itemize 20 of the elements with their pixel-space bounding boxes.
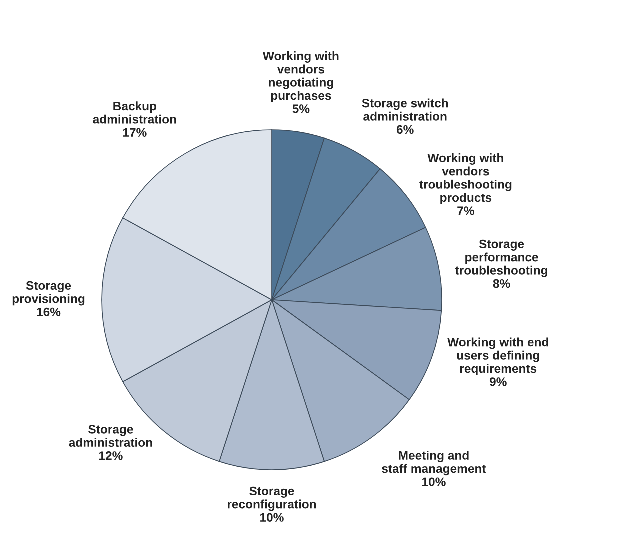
slice-label: Storage reconfiguration [228, 486, 316, 512]
data-label: 6% [396, 125, 414, 134]
slice-label: Working with vendors troubleshooting products [420, 154, 512, 205]
data-label: 10% [260, 513, 284, 522]
slice-label: Meeting and staff management [382, 450, 486, 476]
slice-label: Storage administration [69, 425, 152, 448]
slice-label: Working with vendors negotiating purchases [262, 52, 339, 103]
data-label: 7% [458, 206, 474, 216]
slice-label: Backup administration [93, 102, 176, 124]
slice-label: Storage performance troubleshooting [455, 240, 548, 278]
data-label: 9% [490, 378, 507, 386]
data-label: 12% [100, 452, 123, 460]
data-label: 5% [292, 104, 310, 114]
data-label: 10% [422, 478, 446, 486]
data-label: 17% [123, 128, 147, 137]
slice-label: Working with end users defining requirements [448, 338, 548, 376]
data-label: 8% [493, 279, 510, 288]
data-label: 16% [37, 308, 61, 316]
slice-label: Storage provisioning [12, 281, 85, 306]
slice-label: Storage switch administration [362, 98, 448, 121]
